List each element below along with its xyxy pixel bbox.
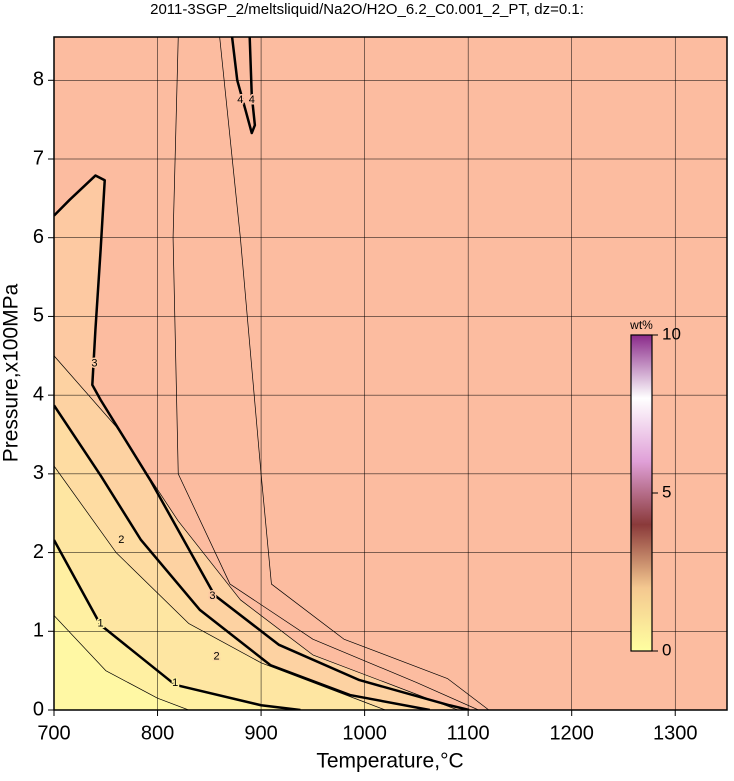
- contour-line: [54, 539, 301, 710]
- y-tick-label: 5: [33, 305, 44, 327]
- x-tick-label: 700: [37, 722, 70, 744]
- contour-label: 2: [213, 650, 219, 662]
- x-tick-label: 800: [141, 722, 174, 744]
- colorbar-label: wt%: [629, 318, 653, 332]
- y-tick-label: 4: [33, 383, 44, 405]
- x-tick-label: 1300: [653, 722, 698, 744]
- contour-label: 4: [249, 94, 255, 106]
- y-tick-label: 1: [33, 620, 44, 642]
- y-tick-label: 6: [33, 226, 44, 248]
- x-axis-label: Temperature,°C: [316, 750, 463, 773]
- y-tick-label: 3: [33, 462, 44, 484]
- y-axis-label: Pressure,x100MPa: [0, 283, 23, 462]
- chart-title: 2011-3SGP_2/meltsliquid/Na2O/H2O_6.2_C0.…: [150, 1, 584, 18]
- contour-line: [54, 355, 458, 710]
- y-tick-label: 2: [33, 541, 44, 563]
- contour-label: 2: [118, 534, 124, 546]
- contour-label: 1: [172, 677, 178, 689]
- x-tick-label: 1200: [549, 722, 594, 744]
- contour-line: [54, 615, 189, 710]
- colorbar-tick-label: 10: [662, 324, 681, 343]
- x-tick-label: 1100: [447, 722, 490, 744]
- contour-fill: [54, 539, 301, 710]
- x-tick-label: 900: [244, 722, 277, 744]
- contour-label: 3: [91, 358, 97, 370]
- contour-label: 4: [237, 94, 243, 106]
- contour-line: [54, 404, 431, 710]
- colorbar-tick-label: 5: [662, 482, 671, 501]
- contour-fill: [54, 615, 189, 710]
- contour-line: [54, 465, 386, 710]
- contour-label: 1: [98, 617, 104, 629]
- x-tick-label: 1000: [342, 722, 387, 744]
- contour-fill: [54, 465, 386, 710]
- y-tick-label: 8: [33, 69, 44, 91]
- y-tick-label: 0: [33, 698, 44, 720]
- plot-frame: [53, 36, 728, 711]
- contour-line: [54, 174, 470, 710]
- contour-label: 3: [209, 590, 215, 602]
- y-tick-label: 7: [33, 147, 44, 169]
- contours: 3 3 2 2 1 1 4 4: [54, 37, 490, 710]
- colorbar: [630, 334, 653, 652]
- colorbar-tick-label: 0: [662, 640, 671, 659]
